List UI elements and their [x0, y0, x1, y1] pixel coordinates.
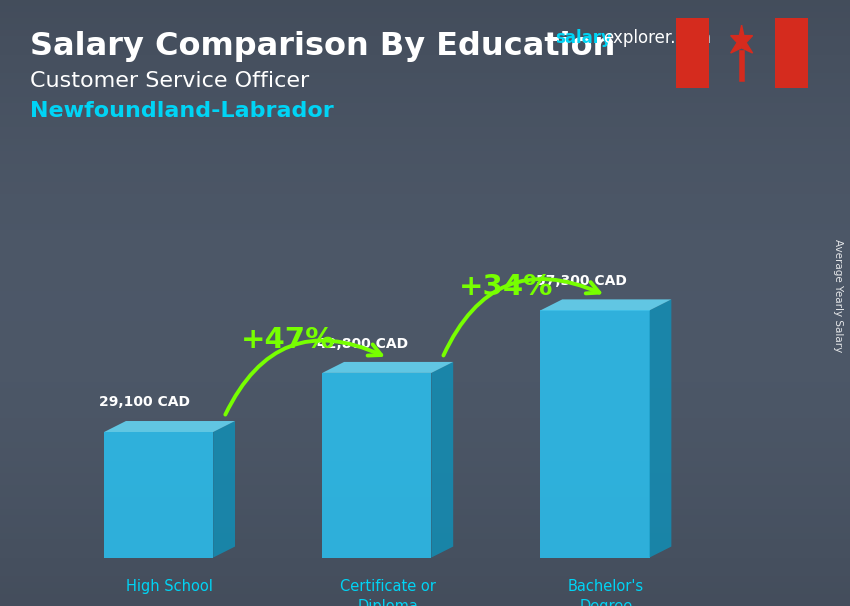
Text: Certificate or
Diploma: Certificate or Diploma [340, 579, 436, 606]
Polygon shape [541, 299, 672, 310]
Polygon shape [731, 25, 752, 53]
Text: Newfoundland-Labrador: Newfoundland-Labrador [30, 101, 334, 121]
FancyArrowPatch shape [444, 279, 599, 356]
Text: Salary Comparison By Education: Salary Comparison By Education [30, 31, 615, 62]
Text: Average Yearly Salary: Average Yearly Salary [833, 239, 843, 353]
FancyArrowPatch shape [225, 341, 382, 415]
Text: 29,100 CAD: 29,100 CAD [99, 395, 190, 409]
Polygon shape [104, 421, 235, 432]
Polygon shape [649, 299, 672, 558]
Text: 57,300 CAD: 57,300 CAD [536, 275, 626, 288]
Bar [676, 18, 709, 88]
Polygon shape [431, 362, 453, 558]
Polygon shape [213, 421, 235, 558]
Text: Customer Service Officer: Customer Service Officer [30, 71, 309, 91]
Text: 42,800 CAD: 42,800 CAD [317, 337, 409, 351]
Text: explorer.com: explorer.com [603, 29, 711, 47]
Text: +47%: +47% [241, 325, 335, 354]
Text: Bachelor's
Degree: Bachelor's Degree [568, 579, 644, 606]
Polygon shape [541, 310, 649, 558]
Text: +34%: +34% [458, 273, 553, 301]
Bar [774, 18, 808, 88]
Polygon shape [104, 432, 213, 558]
Text: salary: salary [555, 29, 612, 47]
Polygon shape [322, 362, 453, 373]
Polygon shape [322, 373, 431, 558]
Text: High School: High School [126, 579, 213, 594]
